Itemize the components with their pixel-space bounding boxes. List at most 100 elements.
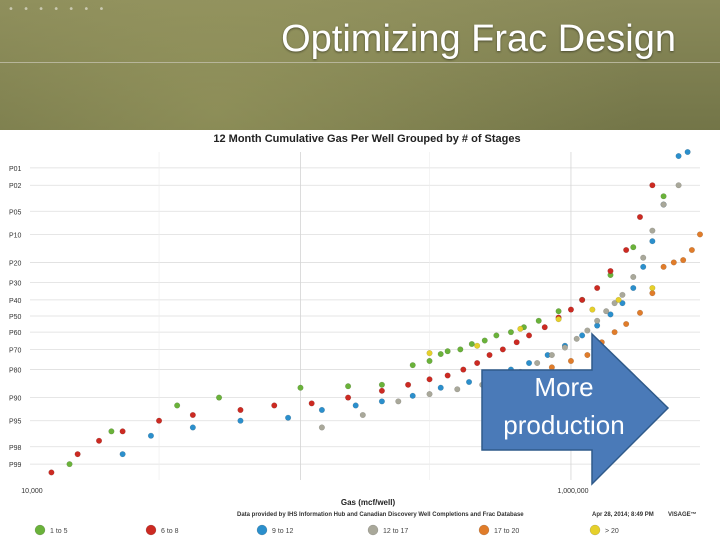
legend-label: 17 to 20 (494, 528, 519, 535)
data-point (426, 376, 433, 383)
data-point (630, 284, 637, 291)
data-point (378, 398, 385, 405)
data-point (670, 259, 677, 266)
data-point (526, 360, 533, 367)
data-point (409, 362, 416, 369)
data-point (660, 201, 667, 208)
y-tick-label: P70 (9, 347, 22, 354)
y-tick-label: P80 (9, 368, 22, 375)
data-point (66, 461, 73, 468)
data-point (623, 247, 630, 254)
data-point (308, 400, 315, 407)
data-point (589, 306, 596, 313)
data-point (579, 332, 586, 339)
legend-swatch (34, 524, 46, 536)
data-point (444, 348, 451, 355)
data-point (466, 378, 473, 385)
data-point (74, 451, 81, 458)
y-tick-label: P02 (9, 183, 22, 190)
legend: 1 to 5 6 to 8 9 to 12 12 to 17 17 to 20 > 20 (0, 520, 720, 540)
legend-label: > 20 (605, 528, 619, 535)
data-point (611, 329, 618, 336)
data-point (548, 352, 555, 359)
legend-swatch (367, 524, 379, 536)
data-point (48, 469, 55, 476)
data-point (579, 296, 586, 303)
arrow-label-line2: production (503, 410, 625, 440)
data-point (649, 227, 656, 234)
data-point (405, 381, 412, 388)
data-point (649, 290, 656, 297)
arrow-label: More production (484, 368, 644, 444)
data-point (345, 383, 352, 390)
slide-title: Optimizing Frac Design (281, 18, 676, 60)
data-point (318, 406, 325, 413)
y-tick-label: P40 (9, 298, 22, 305)
y-tick-label: P90 (9, 396, 22, 403)
data-point (352, 402, 359, 409)
data-point (474, 342, 481, 349)
data-point (607, 268, 614, 275)
data-point (675, 153, 682, 160)
legend-background (0, 520, 720, 540)
y-tick-label: P10 (9, 232, 22, 239)
data-point (297, 384, 304, 391)
data-point (237, 417, 244, 424)
chart-title: 12 Month Cumulative Gas Per Well Grouped… (213, 133, 520, 145)
data-point (426, 350, 433, 357)
data-point (486, 352, 493, 359)
data-point (216, 394, 223, 401)
data-point (584, 327, 591, 334)
data-point (409, 392, 416, 399)
data-point (359, 411, 366, 418)
data-point (535, 317, 542, 324)
data-point (688, 247, 695, 254)
legend-swatch (145, 524, 157, 536)
data-point (513, 339, 520, 346)
data-point (345, 394, 352, 401)
data-point (555, 316, 562, 323)
data-point (611, 300, 618, 307)
data-point (507, 329, 514, 336)
y-tick-label: P20 (9, 260, 22, 267)
y-tick-label: P98 (9, 445, 22, 452)
series (48, 182, 656, 476)
data-point (457, 346, 464, 353)
data-point (649, 284, 656, 291)
legend-swatch (589, 524, 601, 536)
data-point (619, 291, 626, 298)
data-point (649, 182, 656, 189)
data-point (534, 360, 541, 367)
data-point (119, 428, 126, 435)
data-point (437, 351, 444, 358)
series (426, 284, 656, 357)
y-tick-label: P30 (9, 281, 22, 288)
data-point (630, 244, 637, 251)
series (66, 193, 667, 468)
data-point (636, 214, 643, 221)
data-point (378, 381, 385, 388)
data-point (567, 357, 574, 364)
footer-brand: VISAGE™ (668, 511, 697, 518)
data-point (147, 432, 154, 439)
data-point (660, 263, 667, 270)
x-tick-label: 10,000 (21, 488, 43, 495)
data-point (555, 308, 562, 315)
data-point (594, 317, 601, 324)
data-point (675, 182, 682, 189)
y-tick-label: P05 (9, 209, 22, 216)
data-point (426, 391, 433, 398)
data-point (237, 406, 244, 413)
legend-label: 6 to 8 (161, 528, 179, 535)
data-point (174, 402, 181, 409)
data-point (630, 273, 637, 280)
data-point (156, 417, 163, 424)
data-point (697, 231, 704, 238)
data-point (584, 352, 591, 359)
data-point (660, 193, 667, 200)
data-point (499, 346, 506, 353)
data-point (378, 387, 385, 394)
data-point (474, 360, 481, 367)
data-point (640, 254, 647, 261)
y-tick-label: P99 (9, 462, 22, 469)
